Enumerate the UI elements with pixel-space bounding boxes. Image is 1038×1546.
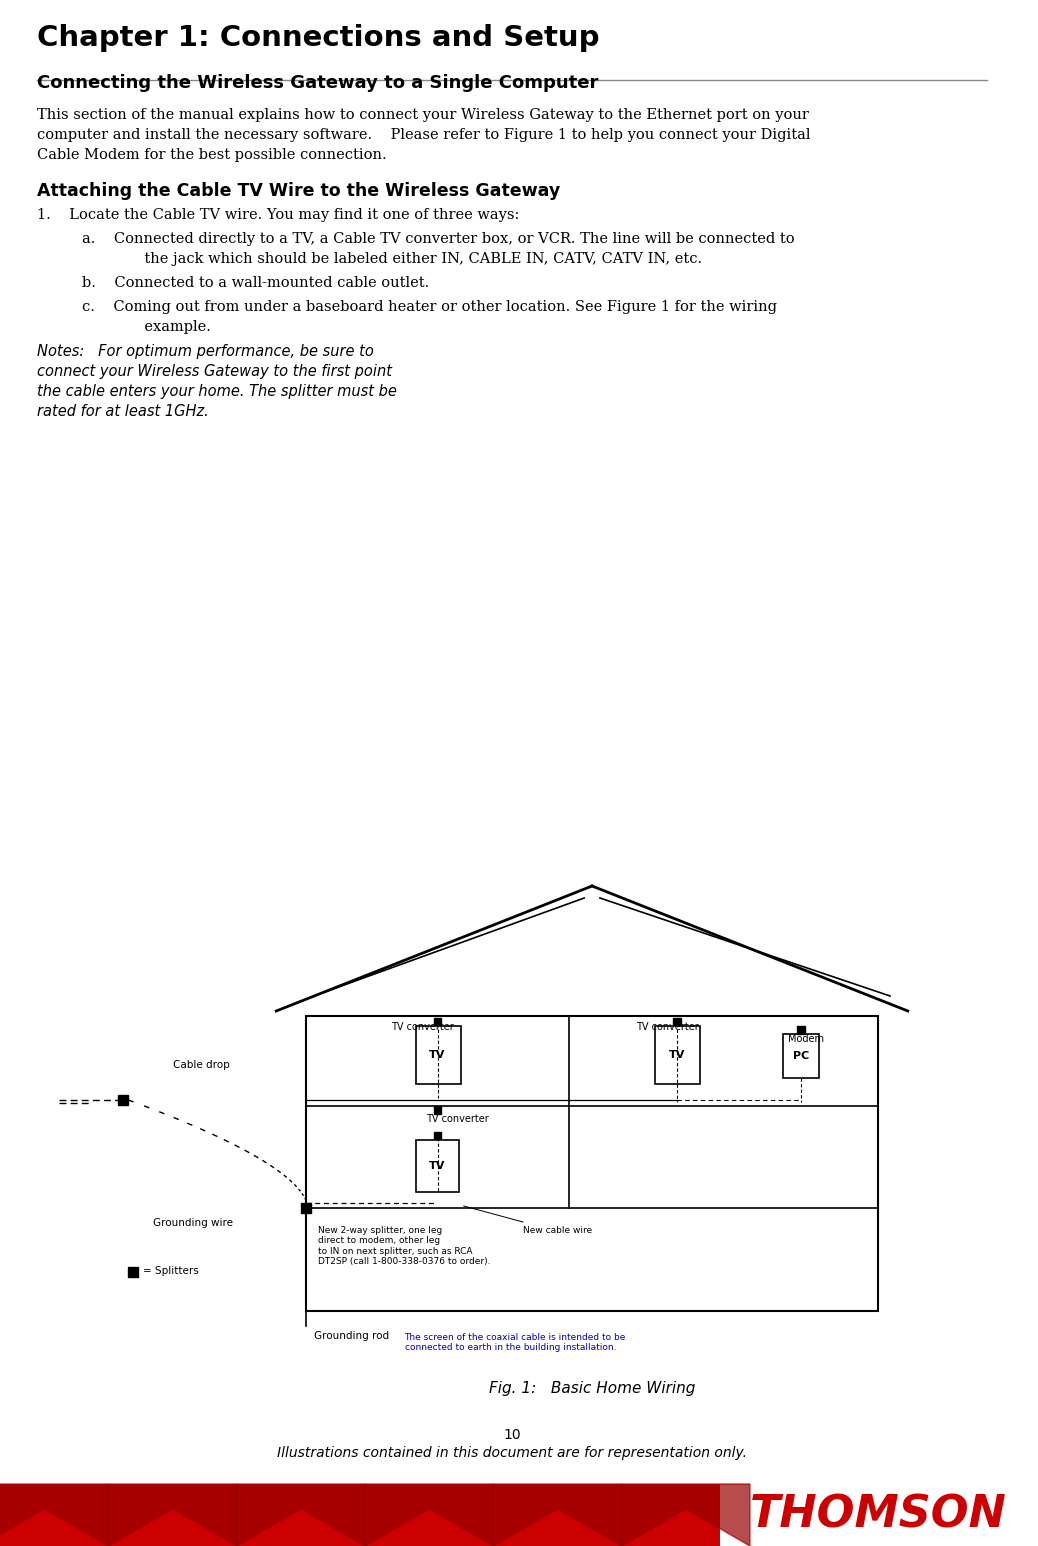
Bar [301, 1203, 310, 1214]
Bar [416, 1139, 459, 1192]
Text: computer and install the necessary software.    Please refer to Figure 1 to help: computer and install the necessary softw… [37, 128, 811, 142]
Text: example.: example. [111, 320, 211, 334]
Text: Connecting the Wireless Gateway to a Single Computer: Connecting the Wireless Gateway to a Sin… [37, 74, 599, 93]
Text: Cable Modem for the best possible connection.: Cable Modem for the best possible connec… [37, 148, 387, 162]
Text: Attaching the Cable TV Wire to the Wireless Gateway: Attaching the Cable TV Wire to the Wirel… [37, 182, 561, 199]
Text: Fig. 1:   Basic Home Wiring: Fig. 1: Basic Home Wiring [489, 1381, 695, 1396]
Polygon shape [109, 1484, 237, 1546]
Text: PC: PC [793, 1051, 809, 1061]
Text: c.    Coming out from under a baseboard heater or other location. See Figure 1 f: c. Coming out from under a baseboard hea… [82, 300, 776, 314]
Text: a.    Connected directly to a TV, a Cable TV converter box, or VCR. The line wil: a. Connected directly to a TV, a Cable T… [82, 232, 794, 246]
Text: = Splitters: = Splitters [143, 1266, 199, 1275]
Text: Grounding rod: Grounding rod [313, 1331, 389, 1340]
Polygon shape [237, 1484, 365, 1546]
Bar [797, 1027, 804, 1034]
Text: The screen of the coaxial cable is intended to be
connected to earth in the buil: The screen of the coaxial cable is inten… [405, 1333, 626, 1353]
Text: rated for at least 1GHz.: rated for at least 1GHz. [37, 404, 210, 419]
Text: the jack which should be labeled either IN, CABLE IN, CATV, CATV IN, etc.: the jack which should be labeled either … [111, 252, 702, 266]
Text: TV: TV [670, 1050, 685, 1061]
Polygon shape [493, 1484, 622, 1546]
Text: Modem: Modem [788, 1034, 824, 1044]
Text: connect your Wireless Gateway to the first point: connect your Wireless Gateway to the fir… [37, 363, 392, 379]
Bar [434, 1017, 441, 1027]
Text: Chapter 1: Connections and Setup: Chapter 1: Connections and Setup [37, 25, 600, 53]
Text: Illustrations contained in this document are for representation only.: Illustrations contained in this document… [277, 1446, 747, 1459]
Polygon shape [622, 1484, 749, 1546]
Text: Grounding wire: Grounding wire [153, 1218, 233, 1228]
Text: 10: 10 [503, 1429, 521, 1442]
Bar [434, 1132, 441, 1139]
Polygon shape [0, 1484, 109, 1546]
Bar [0, 1484, 720, 1546]
Bar [655, 1027, 700, 1084]
Text: TV: TV [430, 1050, 445, 1061]
Text: TV converter: TV converter [426, 1115, 489, 1124]
Bar [416, 1027, 461, 1084]
Polygon shape [365, 1484, 493, 1546]
Text: TV converter: TV converter [391, 1022, 454, 1033]
Bar [306, 1016, 878, 1311]
Text: Notes:   For optimum performance, be sure to: Notes: For optimum performance, be sure … [37, 345, 375, 359]
Text: 1.    Locate the Cable TV wire. You may find it one of three ways:: 1. Locate the Cable TV wire. You may fin… [37, 209, 520, 223]
Text: b.    Connected to a wall-mounted cable outlet.: b. Connected to a wall-mounted cable out… [82, 277, 429, 291]
Text: Cable drop: Cable drop [172, 1061, 229, 1070]
Text: This section of the manual explains how to connect your Wireless Gateway to the : This section of the manual explains how … [37, 108, 810, 122]
Bar [784, 1034, 819, 1078]
Text: New cable wire: New cable wire [523, 1226, 592, 1235]
Text: New 2-way splitter, one leg
direct to modem, other leg
to IN on next splitter, s: New 2-way splitter, one leg direct to mo… [318, 1226, 490, 1266]
Text: THOMSON: THOMSON [749, 1493, 1007, 1537]
Text: TV: TV [430, 1161, 445, 1170]
Text: the cable enters your home. The splitter must be: the cable enters your home. The splitter… [37, 383, 398, 399]
Bar [674, 1017, 681, 1027]
Bar [434, 1105, 441, 1115]
Bar [129, 1268, 138, 1277]
Text: TV converter: TV converter [636, 1022, 699, 1033]
Bar [118, 1095, 129, 1105]
